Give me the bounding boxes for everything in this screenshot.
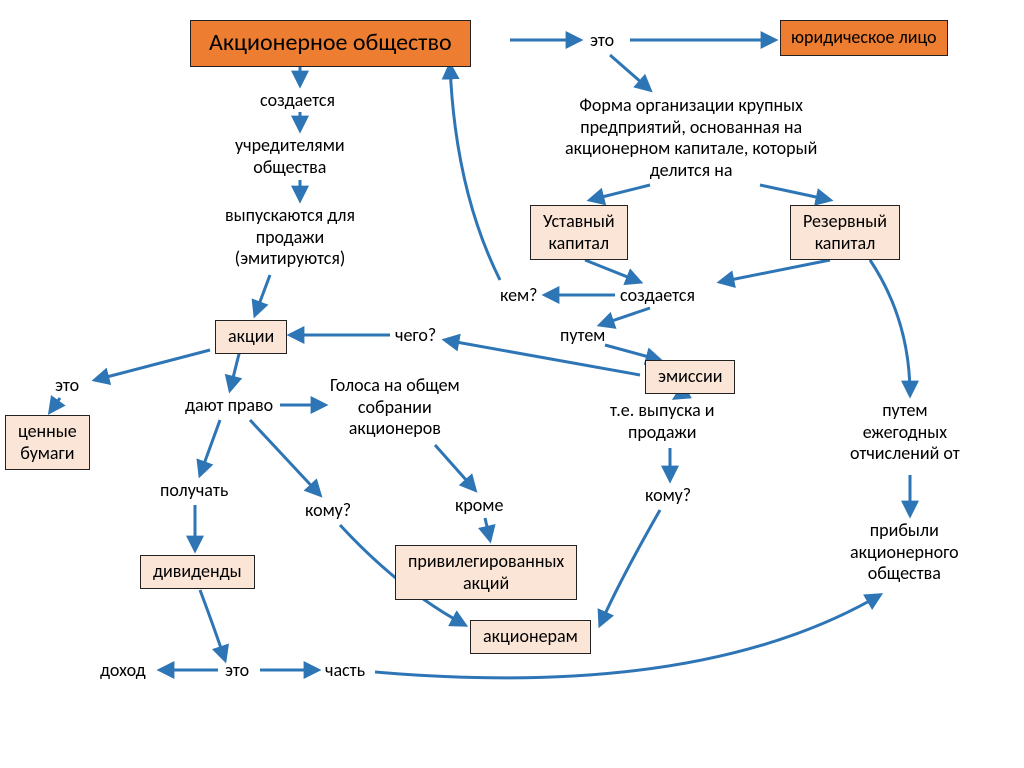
edge-vypusk-to-aktsii bbox=[255, 275, 270, 315]
edge-dividendy-to-eto3 bbox=[200, 590, 225, 660]
node-poluchat: получать bbox=[160, 480, 228, 502]
node-tevypusk: т.е. выпуска ипродажи bbox=[610, 400, 715, 443]
node-rezervny: Резервныйкапитал bbox=[790, 205, 900, 260]
node-chast: часть bbox=[325, 660, 365, 682]
edge-sozdaetsya2-to-putem bbox=[600, 308, 650, 325]
node-emissii: эмиссии bbox=[645, 360, 735, 394]
node-vypusk: выпускаются дляпродажи(эмитируются) bbox=[225, 205, 355, 270]
node-chego: чего? bbox=[395, 325, 436, 347]
edge-komu2-to-aktsioneram bbox=[600, 510, 660, 625]
node-putem: путем bbox=[560, 325, 605, 347]
node-kem: кем? bbox=[500, 285, 538, 307]
node-forma: Форма организации крупныхпредприятий, ос… bbox=[565, 95, 817, 181]
node-ustavny: Уставныйкапитал bbox=[530, 205, 628, 260]
edge-dayut-to-komu1 bbox=[250, 420, 320, 495]
edge-emissii-to-chego bbox=[445, 340, 640, 375]
node-sozdaetsya2: создается bbox=[620, 285, 695, 307]
node-aktsioneram: акционерам bbox=[470, 620, 591, 654]
node-krome: кроме bbox=[455, 495, 503, 517]
node-pribyli: прибылиакционерногообщества bbox=[850, 520, 959, 585]
node-privileg: привилегированныхакций bbox=[395, 545, 577, 600]
node-title: Акционерное общество bbox=[190, 20, 471, 67]
edge-rezervny-to-putem2 bbox=[870, 260, 910, 395]
node-dayut: дают право bbox=[185, 395, 273, 417]
node-aktsii: акции bbox=[215, 320, 287, 354]
node-legal: юридическое лицо bbox=[780, 20, 948, 56]
edge-putem-to-emissii bbox=[605, 345, 660, 360]
edge-golosa-to-krome bbox=[435, 445, 475, 490]
node-eto3: это bbox=[225, 660, 249, 682]
node-tsennye: ценныебумаги bbox=[5, 415, 90, 470]
edge-aktsii-to-dayut bbox=[230, 350, 240, 390]
edge-dayut-to-poluchat bbox=[200, 420, 220, 475]
edge-chast-to-pribyli bbox=[375, 595, 880, 678]
edge-forma-to-ustavny bbox=[590, 185, 650, 200]
node-eto1: это bbox=[590, 30, 614, 52]
node-sozdaetsya: создается bbox=[260, 90, 335, 112]
edge-eto1-to-forma bbox=[610, 55, 650, 90]
node-komu1: кому? bbox=[305, 500, 351, 522]
node-golosa: Голоса на общемсобранииакционеров bbox=[330, 375, 460, 440]
edge-kem-to-title bbox=[450, 65, 500, 280]
node-uchred: учредителямиобщества bbox=[235, 135, 345, 178]
node-putem2: путемежегодныхотчислений от bbox=[850, 400, 960, 465]
edge-aktsii-to-eto2 bbox=[95, 350, 210, 380]
edge-forma-to-rezervny bbox=[760, 185, 830, 200]
edge-rezervny-to-sozdaetsya2 bbox=[720, 260, 830, 282]
edge-eto2-to-tsennye bbox=[50, 398, 60, 412]
node-dividendy: дивиденды bbox=[140, 555, 255, 589]
node-dokhod: доход bbox=[100, 660, 146, 682]
node-komu2: кому? bbox=[645, 485, 691, 507]
edge-krome-to-privileg bbox=[485, 518, 490, 540]
node-eto2: это bbox=[55, 375, 79, 397]
edge-ustavny-to-sozdaetsya2 bbox=[585, 260, 640, 282]
